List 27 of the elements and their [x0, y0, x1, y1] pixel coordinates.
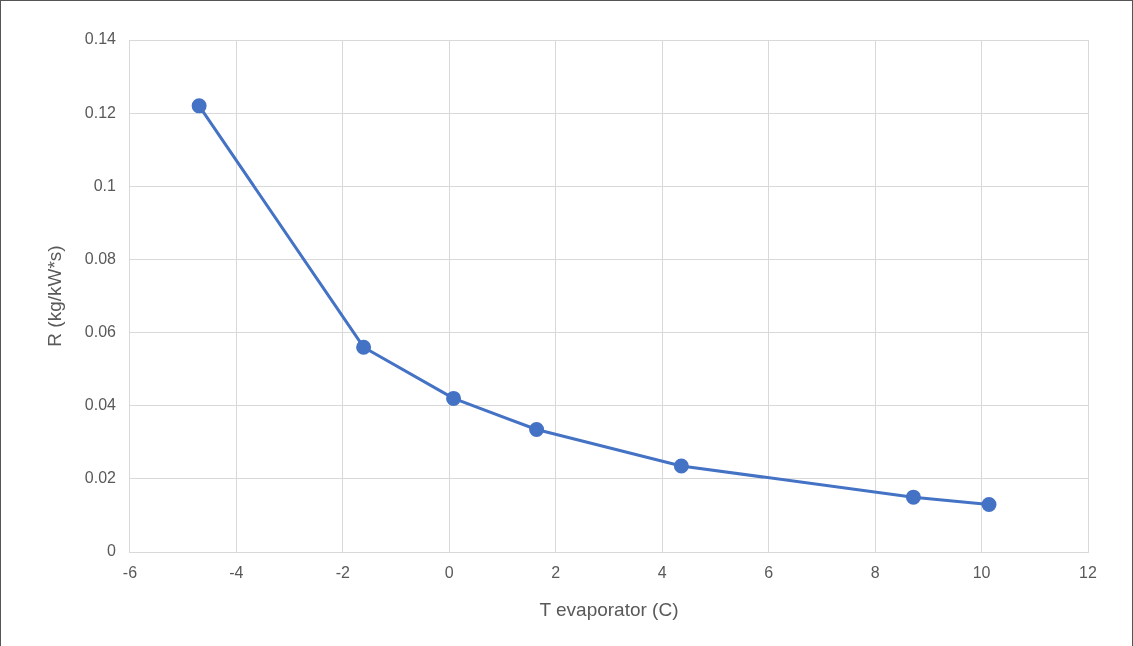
x-tick-label: -2: [335, 564, 351, 582]
x-tick-label: -6: [122, 564, 138, 582]
y-tick-label: 0.04: [84, 396, 117, 414]
x-tick-label: 8: [870, 564, 880, 582]
x-tick-label: 0: [444, 564, 454, 582]
x-tick-label: 4: [657, 564, 667, 582]
y-tick-label: 0.12: [84, 103, 117, 121]
y-tick-label: 0.1: [93, 176, 117, 194]
point: [905, 489, 921, 505]
y-axis-title: R (kg/kW*s): [43, 245, 65, 347]
point: [191, 98, 207, 114]
y-tick-label: 0.08: [84, 249, 117, 267]
x-tick-label: 10: [972, 564, 991, 582]
y-tick-label: 0.14: [84, 30, 117, 48]
y-tick-label: 0.02: [84, 469, 117, 487]
x-tick-label: 6: [764, 564, 774, 582]
x-tick-label: 2: [551, 564, 561, 582]
x-axis-title: T evaporator (C): [539, 598, 679, 620]
y-tick-label: 0.06: [84, 322, 117, 340]
x-tick-label: 12: [1079, 564, 1097, 582]
point: [529, 421, 545, 437]
point: [446, 390, 462, 406]
y-tick-label: 0: [107, 542, 117, 560]
point: [356, 339, 372, 355]
point: [981, 496, 997, 512]
x-tick-label: -4: [229, 564, 244, 582]
point: [673, 458, 689, 474]
